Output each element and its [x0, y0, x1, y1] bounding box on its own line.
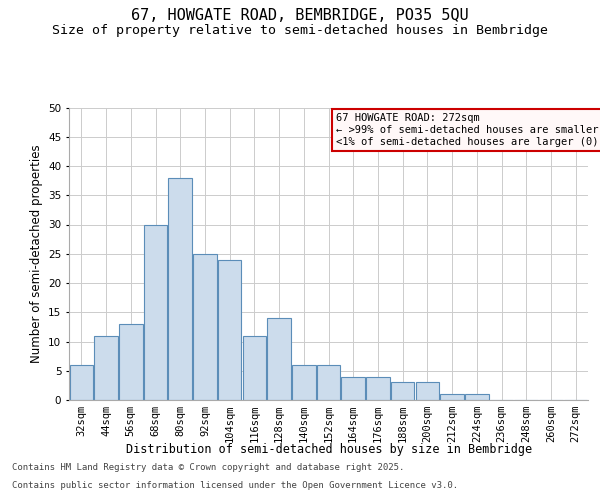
Bar	[218, 260, 241, 400]
Text: 67 HOWGATE ROAD: 272sqm
← >99% of semi-detached houses are smaller (200)
<1% of : 67 HOWGATE ROAD: 272sqm ← >99% of semi-d…	[336, 114, 600, 146]
Bar	[70, 365, 93, 400]
Bar	[440, 394, 464, 400]
Bar	[366, 376, 389, 400]
Text: Contains public sector information licensed under the Open Government Licence v3: Contains public sector information licen…	[12, 481, 458, 490]
Bar	[391, 382, 415, 400]
Bar	[94, 336, 118, 400]
Bar	[144, 224, 167, 400]
Bar	[268, 318, 291, 400]
Text: Contains HM Land Registry data © Crown copyright and database right 2025.: Contains HM Land Registry data © Crown c…	[12, 464, 404, 472]
Text: Distribution of semi-detached houses by size in Bembridge: Distribution of semi-detached houses by …	[126, 442, 532, 456]
Text: 67, HOWGATE ROAD, BEMBRIDGE, PO35 5QU: 67, HOWGATE ROAD, BEMBRIDGE, PO35 5QU	[131, 8, 469, 22]
Bar	[341, 376, 365, 400]
Bar	[242, 336, 266, 400]
Y-axis label: Number of semi-detached properties: Number of semi-detached properties	[29, 144, 43, 363]
Bar	[317, 365, 340, 400]
Bar	[119, 324, 143, 400]
Bar	[193, 254, 217, 400]
Bar	[416, 382, 439, 400]
Bar	[465, 394, 488, 400]
Bar	[169, 178, 192, 400]
Bar	[292, 365, 316, 400]
Text: Size of property relative to semi-detached houses in Bembridge: Size of property relative to semi-detach…	[52, 24, 548, 37]
